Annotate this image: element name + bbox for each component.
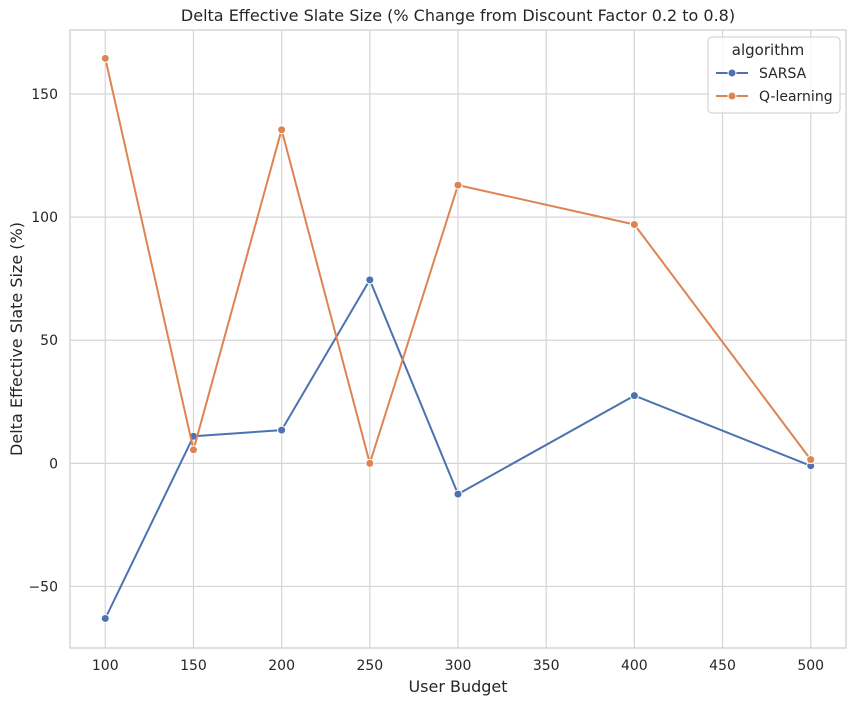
data-point-q-learning [100, 53, 110, 63]
legend-title: algorithm [732, 41, 804, 59]
data-point-q-learning [188, 445, 198, 455]
data-point-sarsa [100, 613, 110, 623]
legend-label-sarsa: SARSA [759, 66, 807, 82]
x-tick-labels: 100 150 200 250 300 350 400 450 500 [92, 658, 824, 674]
data-point-q-learning [277, 125, 287, 135]
y-tick-label: 100 [31, 210, 58, 226]
x-tick-label: 350 [533, 658, 560, 674]
x-tick-label: 100 [92, 658, 119, 674]
data-point-sarsa [629, 391, 639, 401]
legend-entries: SARSA Q-learning [716, 66, 833, 105]
y-tick-label: −50 [28, 579, 58, 595]
data-point-sarsa [365, 275, 375, 285]
data-point-q-learning [453, 180, 463, 190]
x-tick-label: 500 [797, 658, 824, 674]
x-tick-label: 300 [445, 658, 472, 674]
data-point-q-learning [365, 458, 375, 468]
y-tick-label: 0 [49, 456, 58, 472]
data-point-q-learning [806, 455, 816, 465]
x-tick-label: 200 [268, 658, 295, 674]
data-point-sarsa [453, 489, 463, 499]
legend-label-q-learning: Q-learning [759, 89, 833, 105]
legend-box [707, 36, 841, 114]
legend-marker-q-learning [727, 91, 737, 101]
plot-frame [69, 29, 847, 649]
chart-title: Delta Effective Slate Size (% Change fro… [181, 6, 735, 25]
series-layer [100, 53, 816, 623]
x-axis-label: User Budget [408, 677, 507, 696]
legend: algorithm SARSA Q-learning [707, 36, 841, 114]
data-point-sarsa [277, 425, 287, 435]
y-tick-label: 50 [40, 333, 58, 349]
x-tick-label: 150 [180, 658, 207, 674]
legend-marker-sarsa [727, 68, 737, 78]
y-tick-labels: −50 0 50 100 150 [28, 87, 58, 595]
data-point-q-learning [629, 220, 639, 230]
x-tick-label: 250 [356, 658, 383, 674]
y-tick-label: 150 [31, 87, 58, 103]
x-tick-label: 450 [709, 658, 736, 674]
y-axis-label: Delta Effective Slate Size (%) [7, 222, 26, 456]
x-tick-label: 400 [621, 658, 648, 674]
